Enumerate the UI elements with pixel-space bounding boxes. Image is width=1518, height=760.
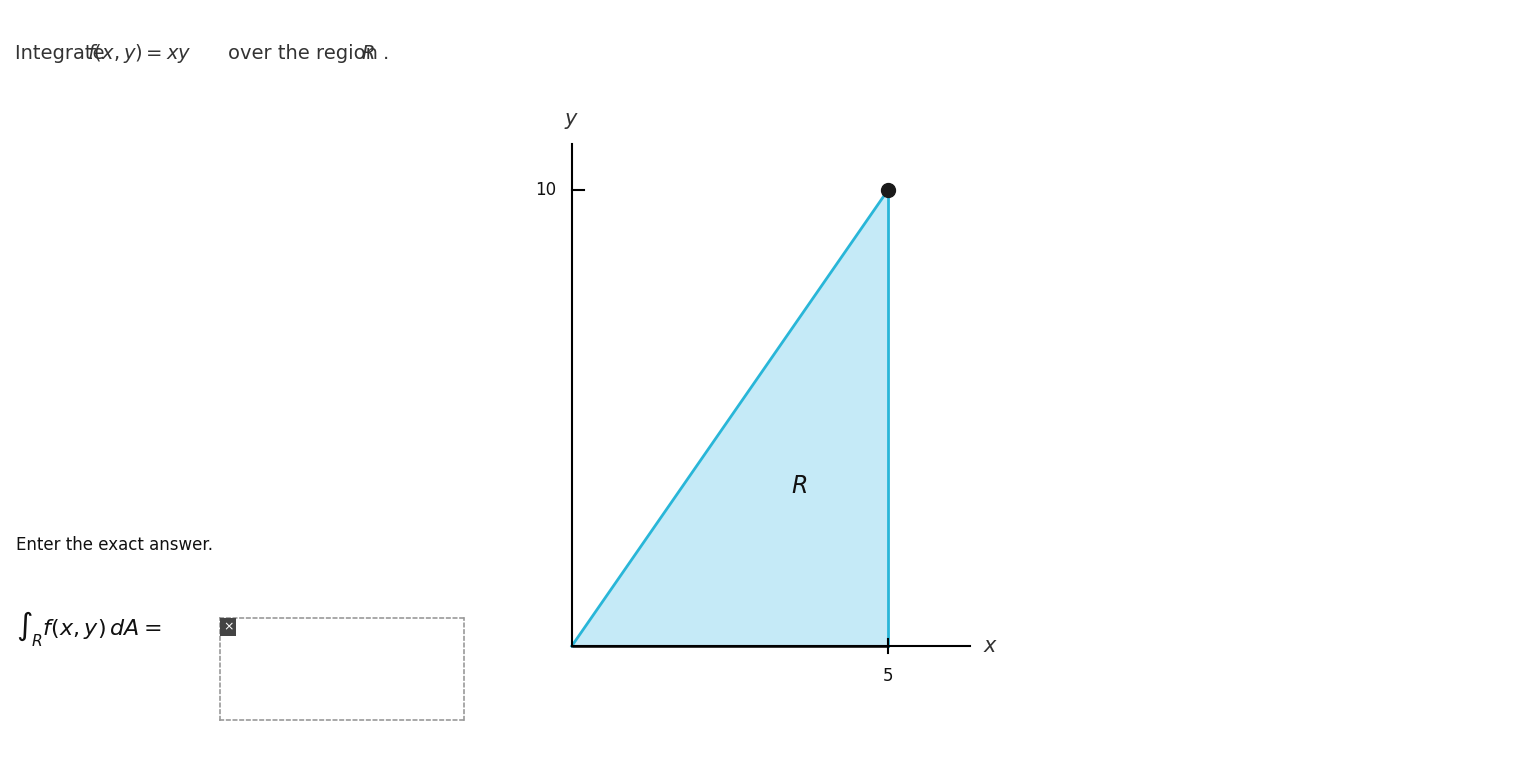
Text: 10: 10 [534, 181, 556, 199]
Text: $f(x, y) = xy$: $f(x, y) = xy$ [88, 42, 191, 65]
Text: $y$: $y$ [565, 111, 580, 131]
Polygon shape [572, 190, 888, 646]
Text: Enter the exact answer.: Enter the exact answer. [15, 537, 213, 554]
Text: $x$: $x$ [984, 636, 997, 656]
Text: $R$: $R$ [361, 44, 375, 63]
Text: ×: × [223, 620, 234, 633]
Text: Integrate: Integrate [15, 44, 111, 63]
Text: 5: 5 [883, 667, 893, 685]
Text: .: . [383, 44, 390, 63]
Text: $\int_R f(x, y)\,dA = $: $\int_R f(x, y)\,dA = $ [15, 610, 161, 649]
Text: $R$: $R$ [791, 474, 808, 499]
Text: over the region: over the region [228, 44, 384, 63]
Point [876, 184, 900, 196]
